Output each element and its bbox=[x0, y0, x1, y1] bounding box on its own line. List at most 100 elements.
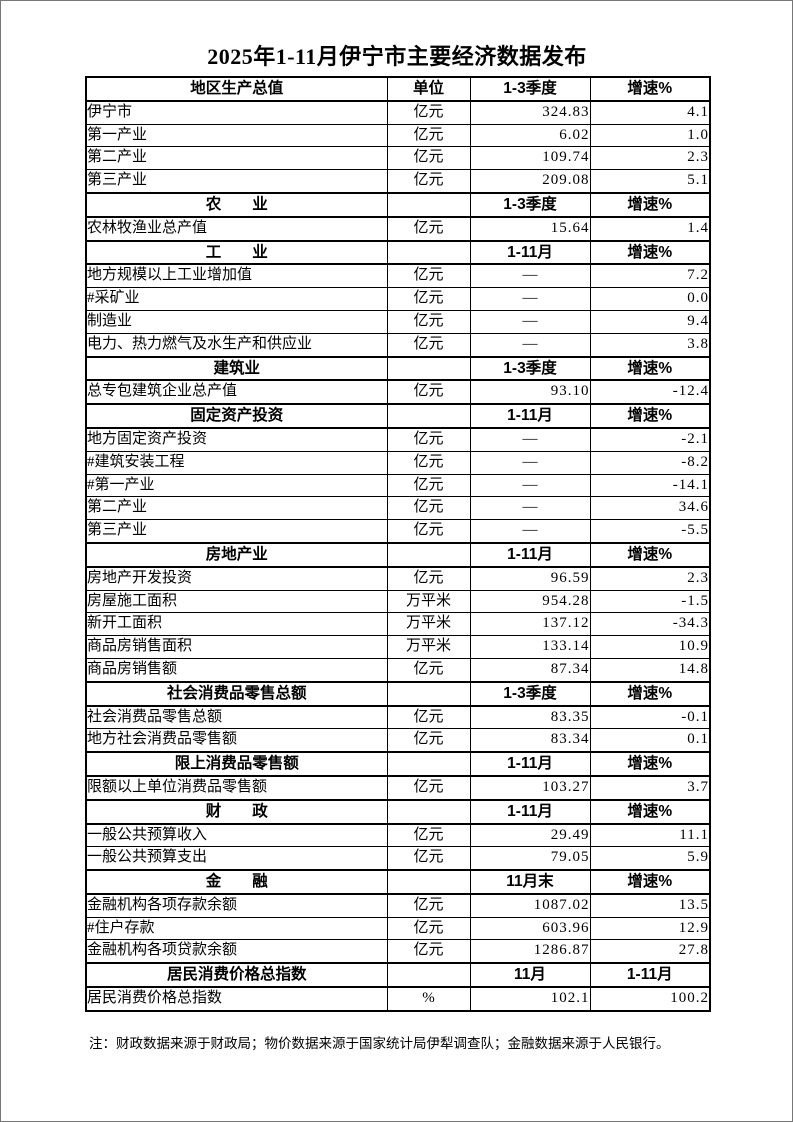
unit-cell: 万平米 bbox=[386, 612, 471, 637]
indicator-cell: 第一产业 bbox=[85, 123, 388, 148]
indicator-cell: 一般公共预算支出 bbox=[85, 846, 388, 871]
growth-cell: 13.5 bbox=[589, 893, 711, 918]
indicator-cell: 总专包建筑企业总产值 bbox=[85, 379, 388, 405]
value-cell: 1-11月 bbox=[469, 403, 591, 429]
data-row: 地方社会消费品零售额 亿元 83.34 0.1 bbox=[85, 728, 711, 753]
indicator-cell: 农 业 bbox=[85, 191, 388, 218]
growth-cell: 增速% bbox=[589, 541, 711, 568]
growth-cell: 增速% bbox=[589, 403, 711, 429]
data-row: 第三产业 亿元 — -5.5 bbox=[85, 519, 711, 544]
value-cell: 103.27 bbox=[469, 775, 591, 801]
growth-cell: 34.6 bbox=[589, 496, 711, 521]
data-row: 伊宁市 亿元 324.83 4.1 bbox=[85, 100, 711, 125]
indicator-cell: 电力、热力燃气及水生产和供应业 bbox=[85, 332, 388, 358]
indicator-cell: 农林牧渔业总产值 bbox=[85, 216, 388, 242]
indicator-cell: 社会消费品零售总额 bbox=[85, 680, 388, 707]
section-header-row: 限上消费品零售额 1-11月 增速% bbox=[85, 751, 711, 777]
unit-cell: 亿元 bbox=[386, 916, 471, 941]
value-cell: 1-11月 bbox=[469, 239, 591, 266]
value-cell: 29.49 bbox=[469, 822, 591, 848]
indicator-cell: #住户存款 bbox=[85, 916, 388, 941]
indicator-cell: 建筑业 bbox=[85, 355, 388, 382]
value-cell: — bbox=[469, 287, 591, 311]
indicator-cell: 金融机构各项存款余额 bbox=[85, 893, 388, 918]
unit-cell: 亿元 bbox=[386, 216, 471, 242]
growth-cell: 9.4 bbox=[589, 309, 711, 334]
indicator-cell: 工 业 bbox=[85, 239, 388, 266]
indicator-cell: #第一产业 bbox=[85, 473, 388, 498]
indicator-cell: 房地产开发投资 bbox=[85, 566, 388, 591]
data-row: 限额以上单位消费品零售额 亿元 103.27 3.7 bbox=[85, 775, 711, 801]
indicator-cell: 第三产业 bbox=[85, 519, 388, 544]
unit-cell: 亿元 bbox=[386, 939, 471, 964]
growth-cell: 增速% bbox=[589, 751, 711, 777]
unit-cell: 亿元 bbox=[386, 450, 471, 475]
unit-cell bbox=[386, 239, 471, 266]
value-cell: — bbox=[469, 496, 591, 521]
value-cell: — bbox=[469, 450, 591, 475]
growth-cell: 14.8 bbox=[589, 657, 711, 683]
indicator-cell: 社会消费品零售总额 bbox=[85, 705, 388, 730]
unit-cell: 亿元 bbox=[386, 657, 471, 683]
growth-cell: 增速% bbox=[589, 798, 711, 825]
value-cell: 109.74 bbox=[469, 146, 591, 171]
indicator-cell: 地方社会消费品零售额 bbox=[85, 728, 388, 753]
section-header-row: 房地产业 1-11月 增速% bbox=[85, 541, 711, 568]
unit-cell: 单位 bbox=[386, 76, 471, 102]
section-header-row: 工 业 1-11月 增速% bbox=[85, 239, 711, 266]
growth-cell: 11.1 bbox=[589, 822, 711, 848]
growth-cell: 1-11月 bbox=[589, 962, 711, 989]
indicator-cell: 固定资产投资 bbox=[85, 403, 388, 429]
growth-cell: -2.1 bbox=[589, 427, 711, 452]
unit-cell: 万平米 bbox=[386, 589, 471, 614]
unit-cell: 亿元 bbox=[386, 263, 471, 289]
growth-cell: 0.1 bbox=[589, 728, 711, 753]
unit-cell: 亿元 bbox=[386, 496, 471, 521]
growth-cell: 5.9 bbox=[589, 846, 711, 871]
value-cell: — bbox=[469, 263, 591, 289]
indicator-cell: 居民消费价格总指数 bbox=[85, 986, 388, 1012]
growth-cell: -8.2 bbox=[589, 450, 711, 475]
growth-cell: 0.0 bbox=[589, 287, 711, 311]
growth-cell: 4.1 bbox=[589, 100, 711, 125]
indicator-cell: 地方固定资产投资 bbox=[85, 427, 388, 452]
growth-cell: 2.3 bbox=[589, 566, 711, 591]
data-row: 第一产业 亿元 6.02 1.0 bbox=[85, 123, 711, 148]
unit-cell: 亿元 bbox=[386, 287, 471, 311]
indicator-cell: 房地产业 bbox=[85, 541, 388, 568]
growth-cell: -34.3 bbox=[589, 612, 711, 637]
section-header-row: 建筑业 1-3季度 增速% bbox=[85, 355, 711, 382]
section-header-row: 固定资产投资 1-11月 增速% bbox=[85, 403, 711, 429]
economic-data-table: 地区生产总值 单位 1-3季度 增速% 伊宁市 亿元 324.83 4.1 第一产业 亿元 6.02… bbox=[85, 76, 711, 1012]
section-header-row: 农 业 1-3季度 增速% bbox=[85, 191, 711, 218]
footnote: 注：财政数据来源于财政局；物价数据来源于国家统计局伊犁调查队；金融数据来源于人民… bbox=[89, 1036, 670, 1051]
data-row: 居民消费价格总指数% 102.1 100.2 bbox=[85, 986, 711, 1012]
growth-cell: 12.9 bbox=[589, 916, 711, 941]
indicator-cell: 第二产业 bbox=[85, 496, 388, 521]
data-row: #建筑安装工程 亿元 — -8.2 bbox=[85, 450, 711, 475]
indicator-cell: 地区生产总值 bbox=[85, 76, 388, 102]
unit-cell bbox=[386, 680, 471, 707]
growth-cell: -14.1 bbox=[589, 473, 711, 498]
indicator-cell: #采矿业 bbox=[85, 287, 388, 311]
data-row: 地方固定资产投资 亿元 — -2.1 bbox=[85, 427, 711, 452]
unit-cell: % bbox=[386, 986, 471, 1012]
data-row: #第一产业 亿元 — -14.1 bbox=[85, 473, 711, 498]
table-body: 地区生产总值 单位 1-3季度 增速% 伊宁市 亿元 324.83 4.1 第一产业 亿元 6.02… bbox=[85, 76, 711, 1012]
indicator-cell: 商品房销售面积 bbox=[85, 635, 388, 659]
unit-cell bbox=[386, 751, 471, 777]
unit-cell bbox=[386, 541, 471, 568]
growth-cell: 10.9 bbox=[589, 635, 711, 659]
unit-cell: 亿元 bbox=[386, 427, 471, 452]
unit-cell: 亿元 bbox=[386, 775, 471, 801]
value-cell: — bbox=[469, 473, 591, 498]
data-row: 制造业 亿元 —9.4 bbox=[85, 309, 711, 334]
value-cell: 83.35 bbox=[469, 705, 591, 730]
data-row: 第二产业 亿元 109.74 2.3 bbox=[85, 146, 711, 171]
unit-cell bbox=[386, 355, 471, 382]
value-cell: — bbox=[469, 427, 591, 452]
indicator-cell: 居民消费价格总指数 bbox=[85, 962, 388, 989]
growth-cell: -12.4 bbox=[589, 379, 711, 405]
growth-cell: 27.8 bbox=[589, 939, 711, 964]
